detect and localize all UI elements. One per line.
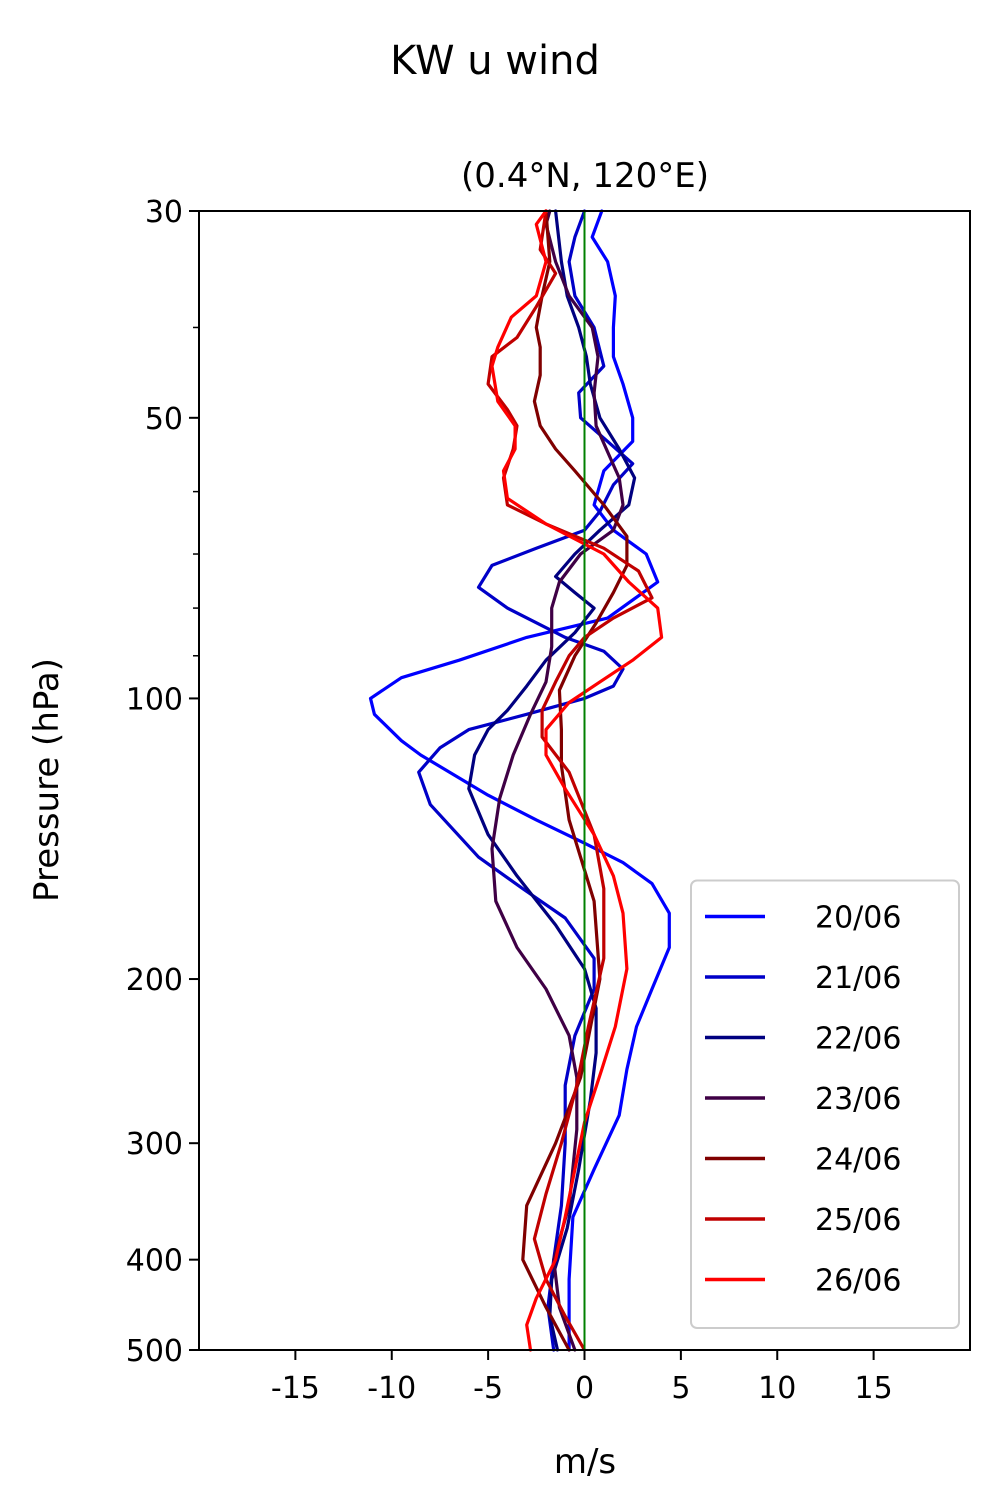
series-line-23-06 [490,209,625,1352]
legend: 20/06 21/06 22/06 23/06 24/06 25/06 26/06 [690,879,960,1329]
legend-label: 23/06 [815,1082,901,1117]
y-axis: 30 50 100 200 300 400 500 [126,195,199,1369]
x-tick-label: 15 [855,1371,893,1406]
series-line-21-06 [417,209,635,1352]
legend-label: 24/06 [815,1143,901,1178]
series-line-24-06 [521,209,629,1352]
series-line-25-06 [486,209,654,1352]
y-tick-label: 400 [126,1244,183,1279]
x-tick-label: -15 [271,1371,320,1406]
series-layer [368,209,671,1352]
x-tick-label: -5 [473,1371,503,1406]
x-tick-label: 5 [671,1371,690,1406]
x-tick-label: -10 [367,1371,416,1406]
y-tick-label: 30 [145,195,183,230]
series-line-26-06 [490,209,664,1352]
y-tick-label: 300 [126,1127,183,1162]
y-axis-label: Pressure (hPa) [27,658,67,902]
y-tick-label: 50 [145,402,183,437]
chart-title: KW u wind [390,38,600,84]
legend-box [690,879,960,1329]
series-line-20-06 [368,209,671,1352]
y-tick-label: 200 [126,963,183,998]
x-tick-label: 0 [575,1371,594,1406]
x-axis: -15 -10 -5 0 5 10 15 [271,1350,893,1406]
x-axis-label: m/s [554,1442,616,1482]
plot-area [198,209,971,1352]
y-tick-label: 500 [126,1334,183,1369]
x-tick-label: 10 [758,1371,796,1406]
y-tick-label: 100 [126,682,183,717]
legend-label: 26/06 [815,1264,901,1299]
legend-label: 20/06 [815,901,901,936]
legend-label: 22/06 [815,1022,901,1057]
legend-label: 25/06 [815,1203,901,1238]
chart-subtitle: (0.4°N, 120°E) [461,156,709,196]
legend-label: 21/06 [815,961,901,996]
